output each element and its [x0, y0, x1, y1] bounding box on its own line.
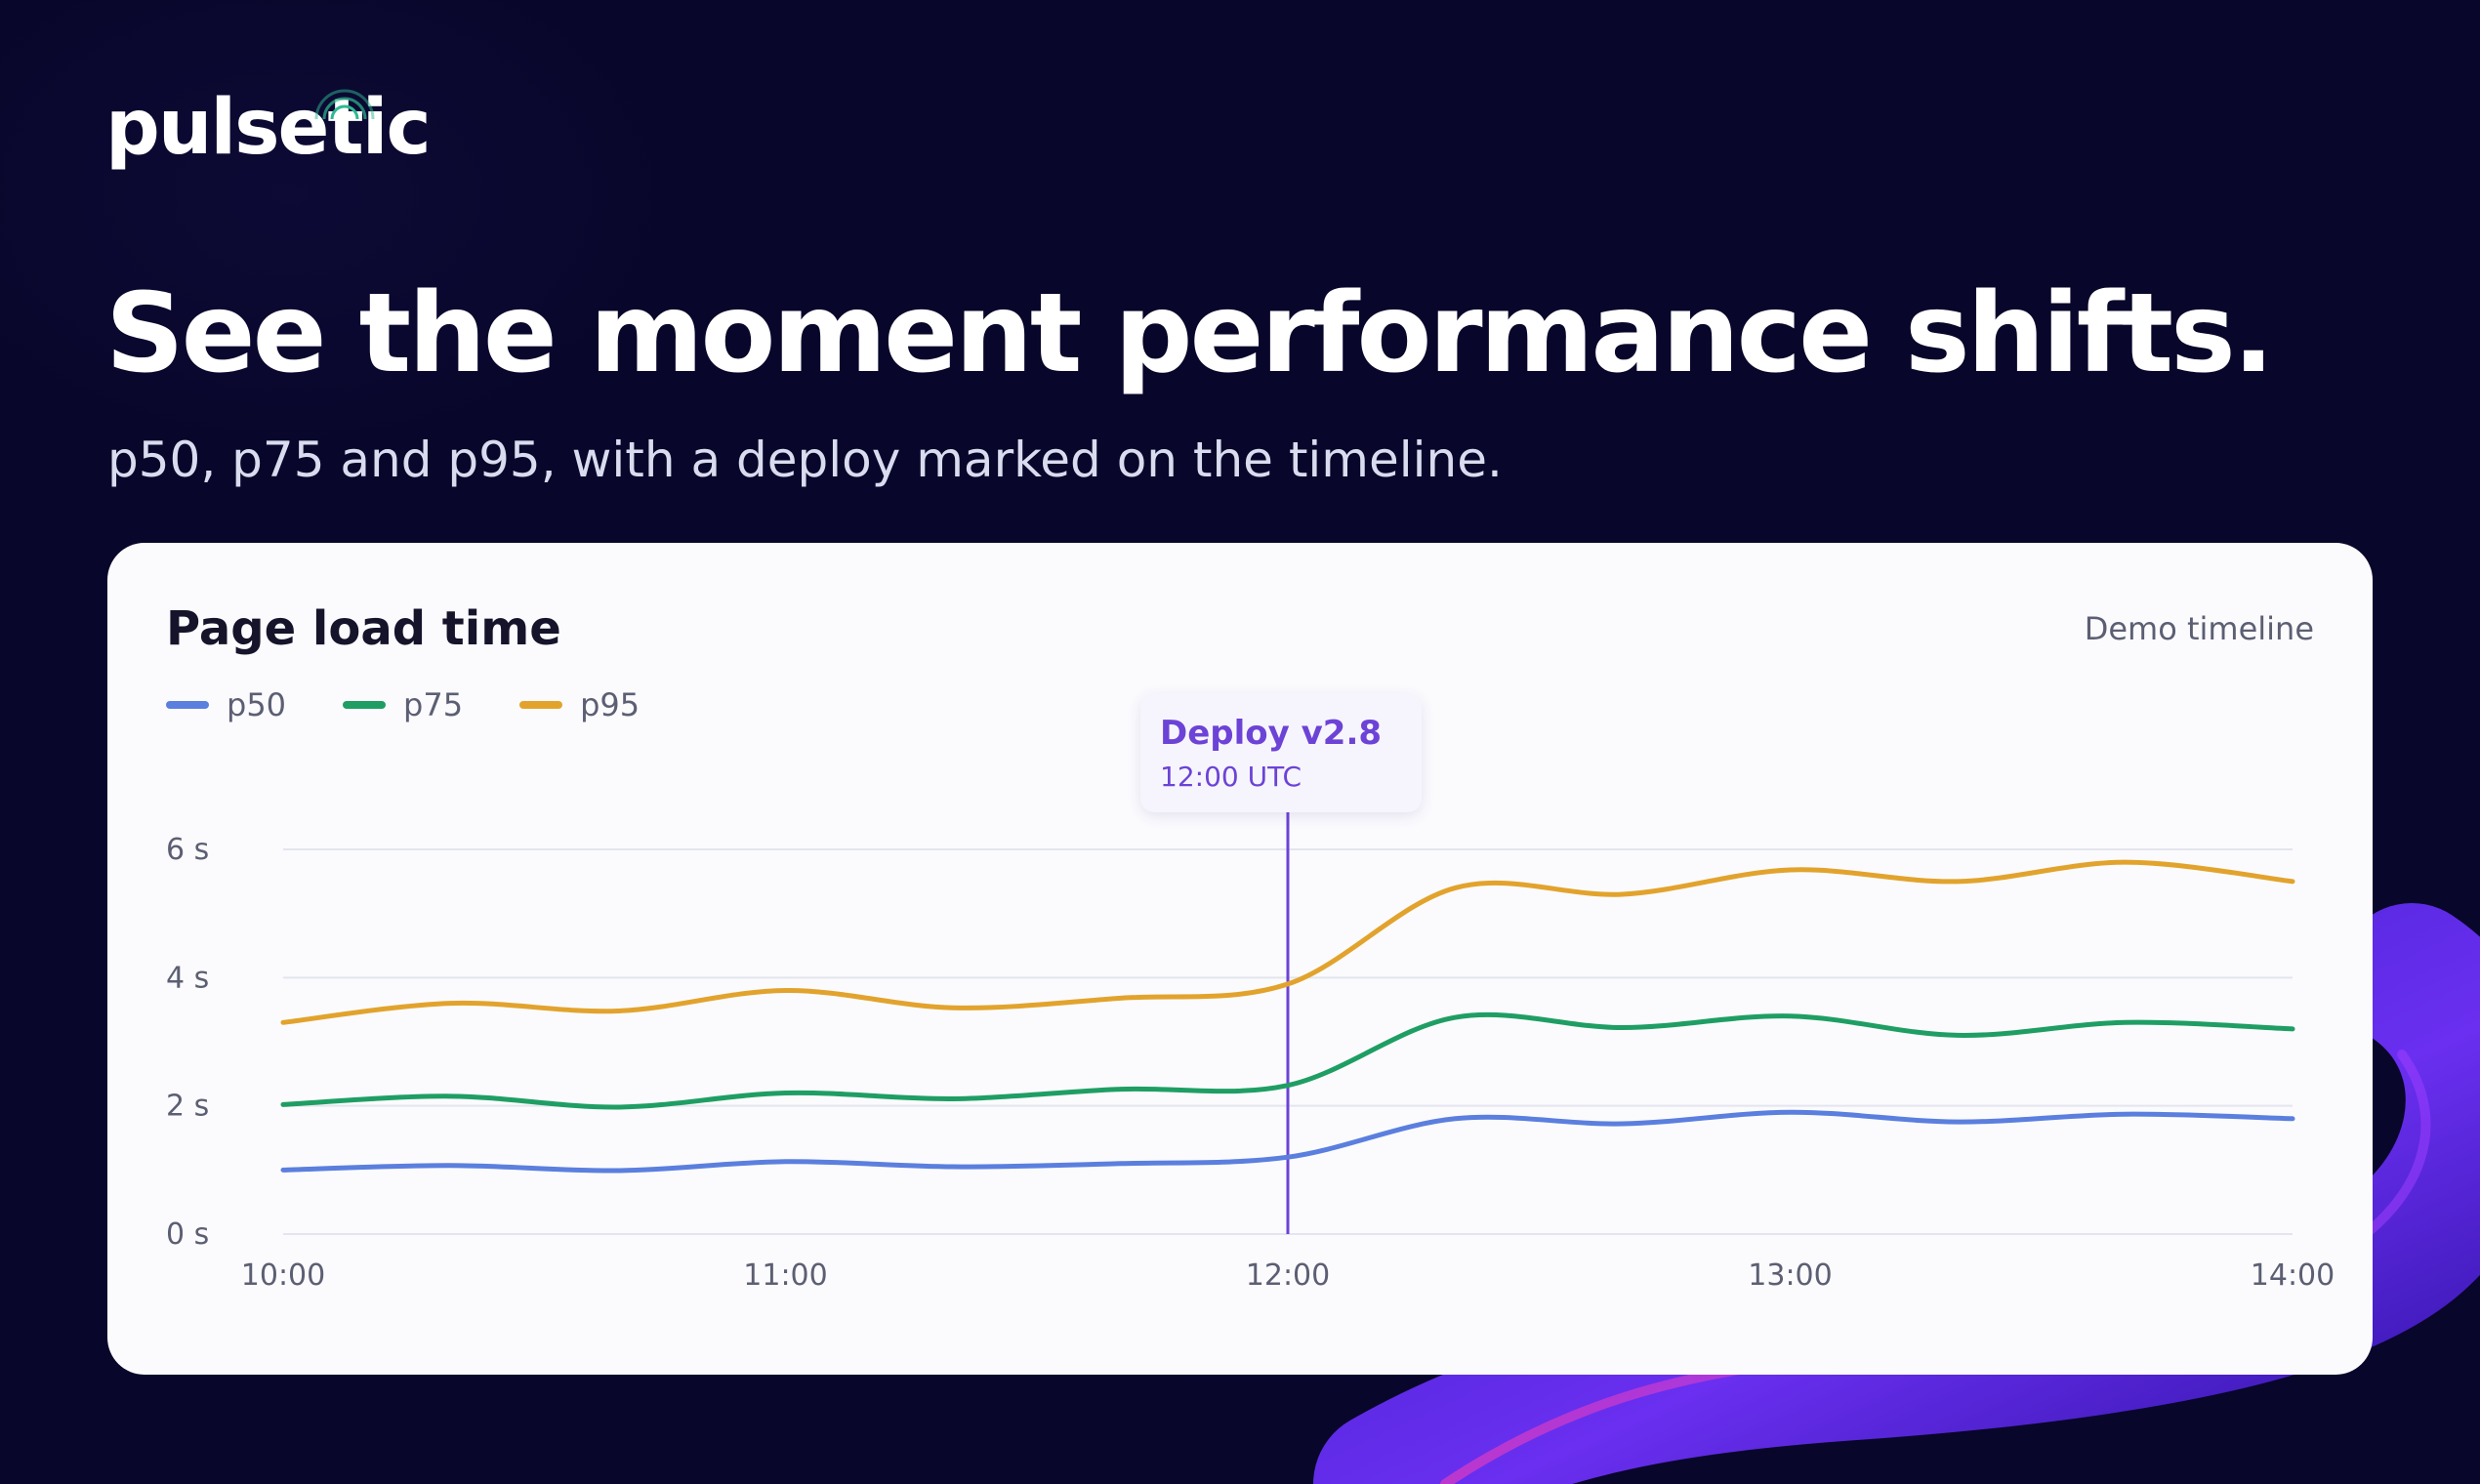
legend-label-p95: p95	[580, 686, 641, 723]
y-tick-label: 2 s	[166, 1090, 209, 1124]
y-tick-label: 6 s	[166, 833, 209, 867]
legend-item-p75[interactable]: p75	[343, 689, 463, 721]
deploy-time: 12:00 UTC	[1160, 761, 1302, 793]
x-tick-label: 12:00	[1246, 1258, 1330, 1293]
deploy-label: Deploy v2.8	[1160, 714, 1383, 753]
legend-label-p75: p75	[403, 686, 464, 723]
logo[interactable]: pulsetic	[105, 84, 432, 172]
hero-subtitle: p50, p75 and p95, with a deploy marked o…	[107, 432, 1503, 488]
legend-swatch-p50	[166, 701, 209, 709]
hero-title: See the moment performance shifts.	[105, 270, 2274, 397]
series-line-p75[interactable]	[280, 1011, 2295, 1110]
chart-legend: p50 p75 p95	[166, 689, 696, 721]
x-tick-label: 10:00	[241, 1258, 325, 1293]
x-tick-label: 14:00	[2251, 1258, 2335, 1293]
legend-item-p50[interactable]: p50	[166, 689, 286, 721]
chart-card: Page load time Demo timeline p50 p75 p95…	[107, 543, 2373, 1375]
legend-label-p50: p50	[227, 686, 287, 723]
deploy-callout[interactable]: Deploy v2.8 12:00 UTC	[1140, 693, 1422, 812]
x-tick-label: 11:00	[743, 1258, 827, 1293]
y-tick-label: 4 s	[166, 961, 209, 995]
chart-note: Demo timeline	[2084, 610, 2314, 647]
legend-swatch-p75	[343, 701, 387, 709]
signal-icon	[314, 89, 375, 120]
legend-swatch-p95	[519, 701, 563, 709]
x-tick-label: 13:00	[1748, 1258, 1832, 1293]
y-tick-label: 0 s	[166, 1217, 209, 1252]
line-chart: 0 s 2 s 4 s 6 s 10:00 11:00 12:00 13:00 14:00	[166, 810, 2335, 1293]
chart-title: Page load time	[166, 601, 561, 656]
series-line-p95[interactable]	[280, 859, 2295, 1025]
series-line-p50[interactable]	[280, 1109, 2295, 1174]
legend-item-p95[interactable]: p95	[519, 689, 640, 721]
